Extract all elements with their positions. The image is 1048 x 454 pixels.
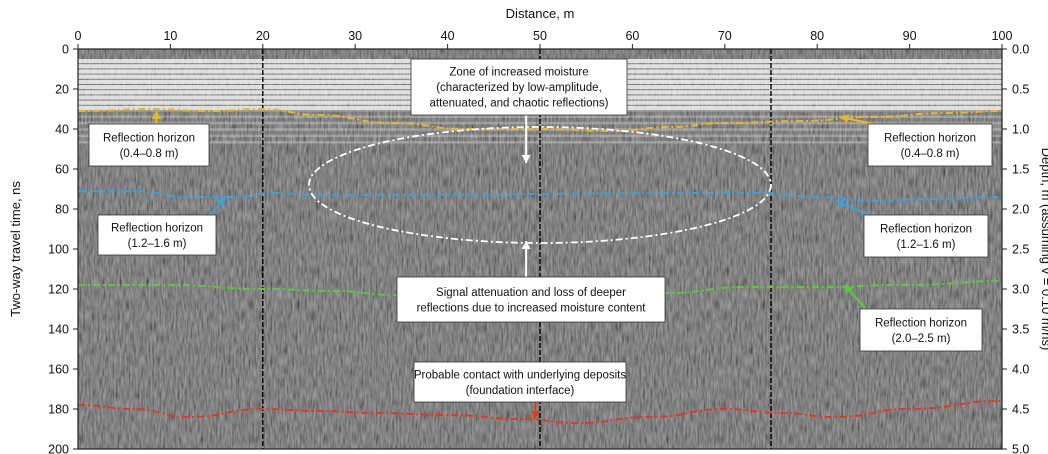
x-tick-label: 60 bbox=[625, 29, 639, 43]
annotation-text-line: Reflection horizon bbox=[103, 132, 195, 144]
annotation-arrow-head bbox=[835, 199, 845, 209]
horizon-1-right: Reflection horizon (0.4–0.8 m) bbox=[840, 114, 993, 167]
annotation-box bbox=[413, 361, 627, 403]
annotation-text-line: (0.4–0.8 m) bbox=[901, 148, 960, 160]
annotation-box bbox=[859, 308, 983, 352]
annotation-text-line: Zone of increased moisture bbox=[449, 67, 588, 79]
y2-tick-label: 4.0 bbox=[1012, 363, 1029, 377]
y2-tick-label: 5.0 bbox=[1012, 443, 1029, 454]
y-tick-label: 80 bbox=[55, 203, 69, 217]
y2-tick-label: 0.0 bbox=[1012, 43, 1029, 57]
annotation-text-line: (foundation interface) bbox=[466, 385, 575, 397]
reflection-horizon-line bbox=[78, 280, 1002, 301]
annotation-arrow-head bbox=[844, 285, 854, 294]
annotation-arrow-head bbox=[152, 111, 162, 119]
y-tick-label: 40 bbox=[55, 123, 69, 137]
annotation-text-line: (2.0–2.5 m) bbox=[892, 333, 951, 345]
reflection-horizon-line bbox=[78, 400, 1002, 425]
x-tick-label: 30 bbox=[348, 29, 362, 43]
y-axis: 0 20 40 60 80 100 120 140 160 180 200 bbox=[48, 43, 78, 454]
y-tick-label: 200 bbox=[48, 443, 69, 454]
annotation-text-line: attenuated, and chaotic reflections) bbox=[429, 98, 608, 110]
y2-tick-label: 2.0 bbox=[1012, 203, 1029, 217]
annotation-arrow-head bbox=[217, 197, 226, 206]
moisture-zone-note: Zone of increased moisture (characterized… bbox=[410, 58, 628, 163]
y2-tick-label: 4.5 bbox=[1012, 403, 1029, 417]
horizon-2-right: Reflection horizon (1.2–1.6 m) bbox=[835, 199, 989, 258]
annotation-arrow-head bbox=[840, 114, 850, 124]
y-tick-label: 60 bbox=[55, 163, 69, 177]
x-tick-label: 10 bbox=[163, 29, 177, 43]
y2-tick-label: 1.5 bbox=[1012, 163, 1029, 177]
y-tick-label: 160 bbox=[48, 363, 69, 377]
contact-note: Probable contact with underlying deposit… bbox=[413, 361, 627, 419]
y2-tick-label: 2.5 bbox=[1012, 243, 1029, 257]
annotation-text-line: (0.4–0.8 m) bbox=[120, 148, 179, 160]
y2-tick-label: 0.5 bbox=[1012, 83, 1029, 97]
annotation-text-line: Reflection horizon bbox=[111, 222, 203, 234]
x-tick-label: 70 bbox=[718, 29, 732, 43]
y-axis-title: Two-way travel time, ns bbox=[8, 181, 23, 317]
x-tick-label: 100 bbox=[992, 29, 1013, 43]
y2-axis-title: Depth, m (assuming v = 0.10 m/ns) bbox=[1039, 148, 1048, 351]
horizon-2-left: Reflection horizon (1.2–1.6 m) bbox=[97, 196, 227, 256]
x-tick-label: 90 bbox=[903, 29, 917, 43]
horizon-1-left: Reflection horizon (0.4–0.8 m) bbox=[88, 111, 210, 167]
annotation-text-line: (characterized by low-amplitude, bbox=[436, 82, 602, 94]
annotation-text-line: Probable contact with underlying deposit… bbox=[414, 369, 626, 381]
y-tick-label: 120 bbox=[48, 283, 69, 297]
annotation-box bbox=[410, 58, 628, 116]
annotation-text-line: (1.2–1.6 m) bbox=[897, 239, 956, 251]
y-tick-label: 180 bbox=[48, 403, 69, 417]
annotation-box bbox=[88, 123, 210, 167]
x-axis-title: Distance, m bbox=[506, 6, 575, 21]
annotation-box bbox=[863, 214, 989, 258]
attenuation-note: Signal attenuation and loss of deeper ref… bbox=[396, 241, 666, 323]
annotations: Zone of increased moisture (characterized… bbox=[88, 58, 993, 419]
annotation-text-line: Reflection horizon bbox=[875, 317, 967, 329]
x-tick-label: 50 bbox=[533, 29, 547, 43]
y-tick-label: 20 bbox=[55, 83, 69, 97]
annotation-text-line: Signal attenuation and loss of deeper bbox=[436, 287, 626, 299]
x-tick-label: 0 bbox=[75, 29, 82, 43]
x-tick-label: 80 bbox=[810, 29, 824, 43]
y-tick-label: 140 bbox=[48, 323, 69, 337]
x-axis: 0 10 20 30 40 50 60 70 80 90 100 bbox=[75, 29, 1013, 49]
moisture-zone-ellipse bbox=[308, 126, 772, 244]
annotation-arrow-head bbox=[521, 155, 531, 163]
annotation-text-line: (1.2–1.6 m) bbox=[128, 238, 187, 250]
moisture-zone-outline bbox=[308, 126, 772, 244]
y2-tick-label: 3.0 bbox=[1012, 283, 1029, 297]
y-tick-label: 100 bbox=[48, 243, 69, 257]
reflection-horizon-line bbox=[78, 190, 1002, 203]
annotation-text-line: reflections due to increased moisture co… bbox=[417, 302, 647, 314]
y2-tick-label: 1.0 bbox=[1012, 123, 1029, 137]
annotation-box bbox=[97, 214, 217, 256]
x-tick-label: 20 bbox=[256, 29, 270, 43]
y-tick-label: 0 bbox=[62, 43, 69, 57]
y2-axis: 0.0 0.5 1.0 1.5 2.0 2.5 3.0 3.5 4.0 4.5 5.0 bbox=[1002, 43, 1029, 454]
x-tick-label: 40 bbox=[441, 29, 455, 43]
annotation-box bbox=[396, 276, 666, 323]
annotation-text-line: Reflection horizon bbox=[884, 132, 976, 144]
annotation-box bbox=[867, 123, 993, 167]
annotation-arrow-head bbox=[530, 411, 540, 419]
y2-tick-label: 3.5 bbox=[1012, 323, 1029, 337]
annotation-text-line: Reflection horizon bbox=[880, 223, 972, 235]
horizon-3-right: Reflection horizon (2.0–2.5 m) bbox=[844, 284, 983, 352]
annotation-arrow-head bbox=[521, 241, 531, 249]
